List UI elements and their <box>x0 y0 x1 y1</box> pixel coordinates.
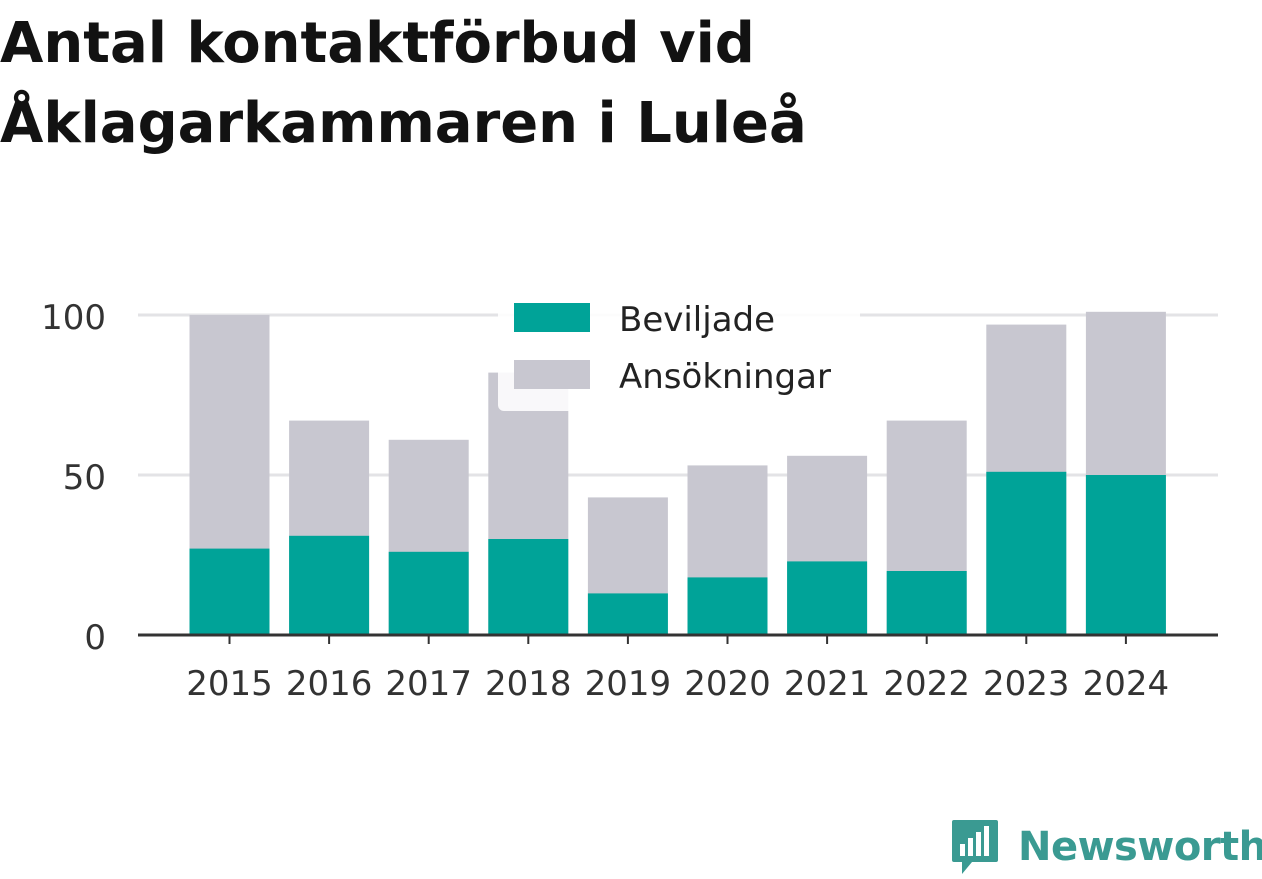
bar-beviljade <box>986 471 1067 635</box>
axes: 0 50 100 2015 2016 2017 2018 2019 2020 2021 2022 20… <box>41 298 1218 704</box>
x-tick-label: 2023 <box>983 664 1070 704</box>
y-tick-label: 50 <box>63 458 106 498</box>
bar-beviljade <box>289 535 370 635</box>
bar-beviljade <box>886 571 967 635</box>
x-tick-label: 2019 <box>585 664 672 704</box>
chart-title: Antal kontaktförbud vid Åklagarkammaren … <box>0 11 807 156</box>
x-tick-label: 2024 <box>1083 664 1170 704</box>
bar-beviljade <box>189 548 270 635</box>
brand-logo: Newsworthy <box>950 818 1262 876</box>
legend: Beviljade Ansökningar <box>498 295 860 411</box>
bar-beviljade <box>1085 475 1166 635</box>
bar-beviljade <box>388 551 469 635</box>
y-tick-label: 0 <box>84 618 106 658</box>
legend-swatch <box>514 303 590 332</box>
x-tick-label: 2017 <box>385 664 472 704</box>
bar-beviljade <box>587 593 668 635</box>
x-tick-label: 2016 <box>286 664 373 704</box>
brand-name: Newsworthy <box>1018 824 1262 870</box>
legend-swatch <box>514 360 590 389</box>
x-tick-label: 2020 <box>684 664 771 704</box>
x-tick-label: 2021 <box>784 664 871 704</box>
newsworthy-logo-icon <box>952 820 998 874</box>
legend-label: Beviljade <box>619 300 775 340</box>
x-tick-label: 2022 <box>883 664 970 704</box>
legend-label: Ansökningar <box>619 357 831 397</box>
y-tick-label: 100 <box>41 298 106 338</box>
bar-beviljade <box>787 561 868 635</box>
bars <box>189 311 1166 635</box>
bar-beviljade <box>488 539 569 635</box>
bar-beviljade <box>687 577 768 635</box>
x-tick-label: 2018 <box>485 664 572 704</box>
bar-chart: 0 50 100 2015 2016 2017 2018 2019 2020 2021 2022 20… <box>41 295 1218 704</box>
x-tick-label: 2015 <box>186 664 273 704</box>
